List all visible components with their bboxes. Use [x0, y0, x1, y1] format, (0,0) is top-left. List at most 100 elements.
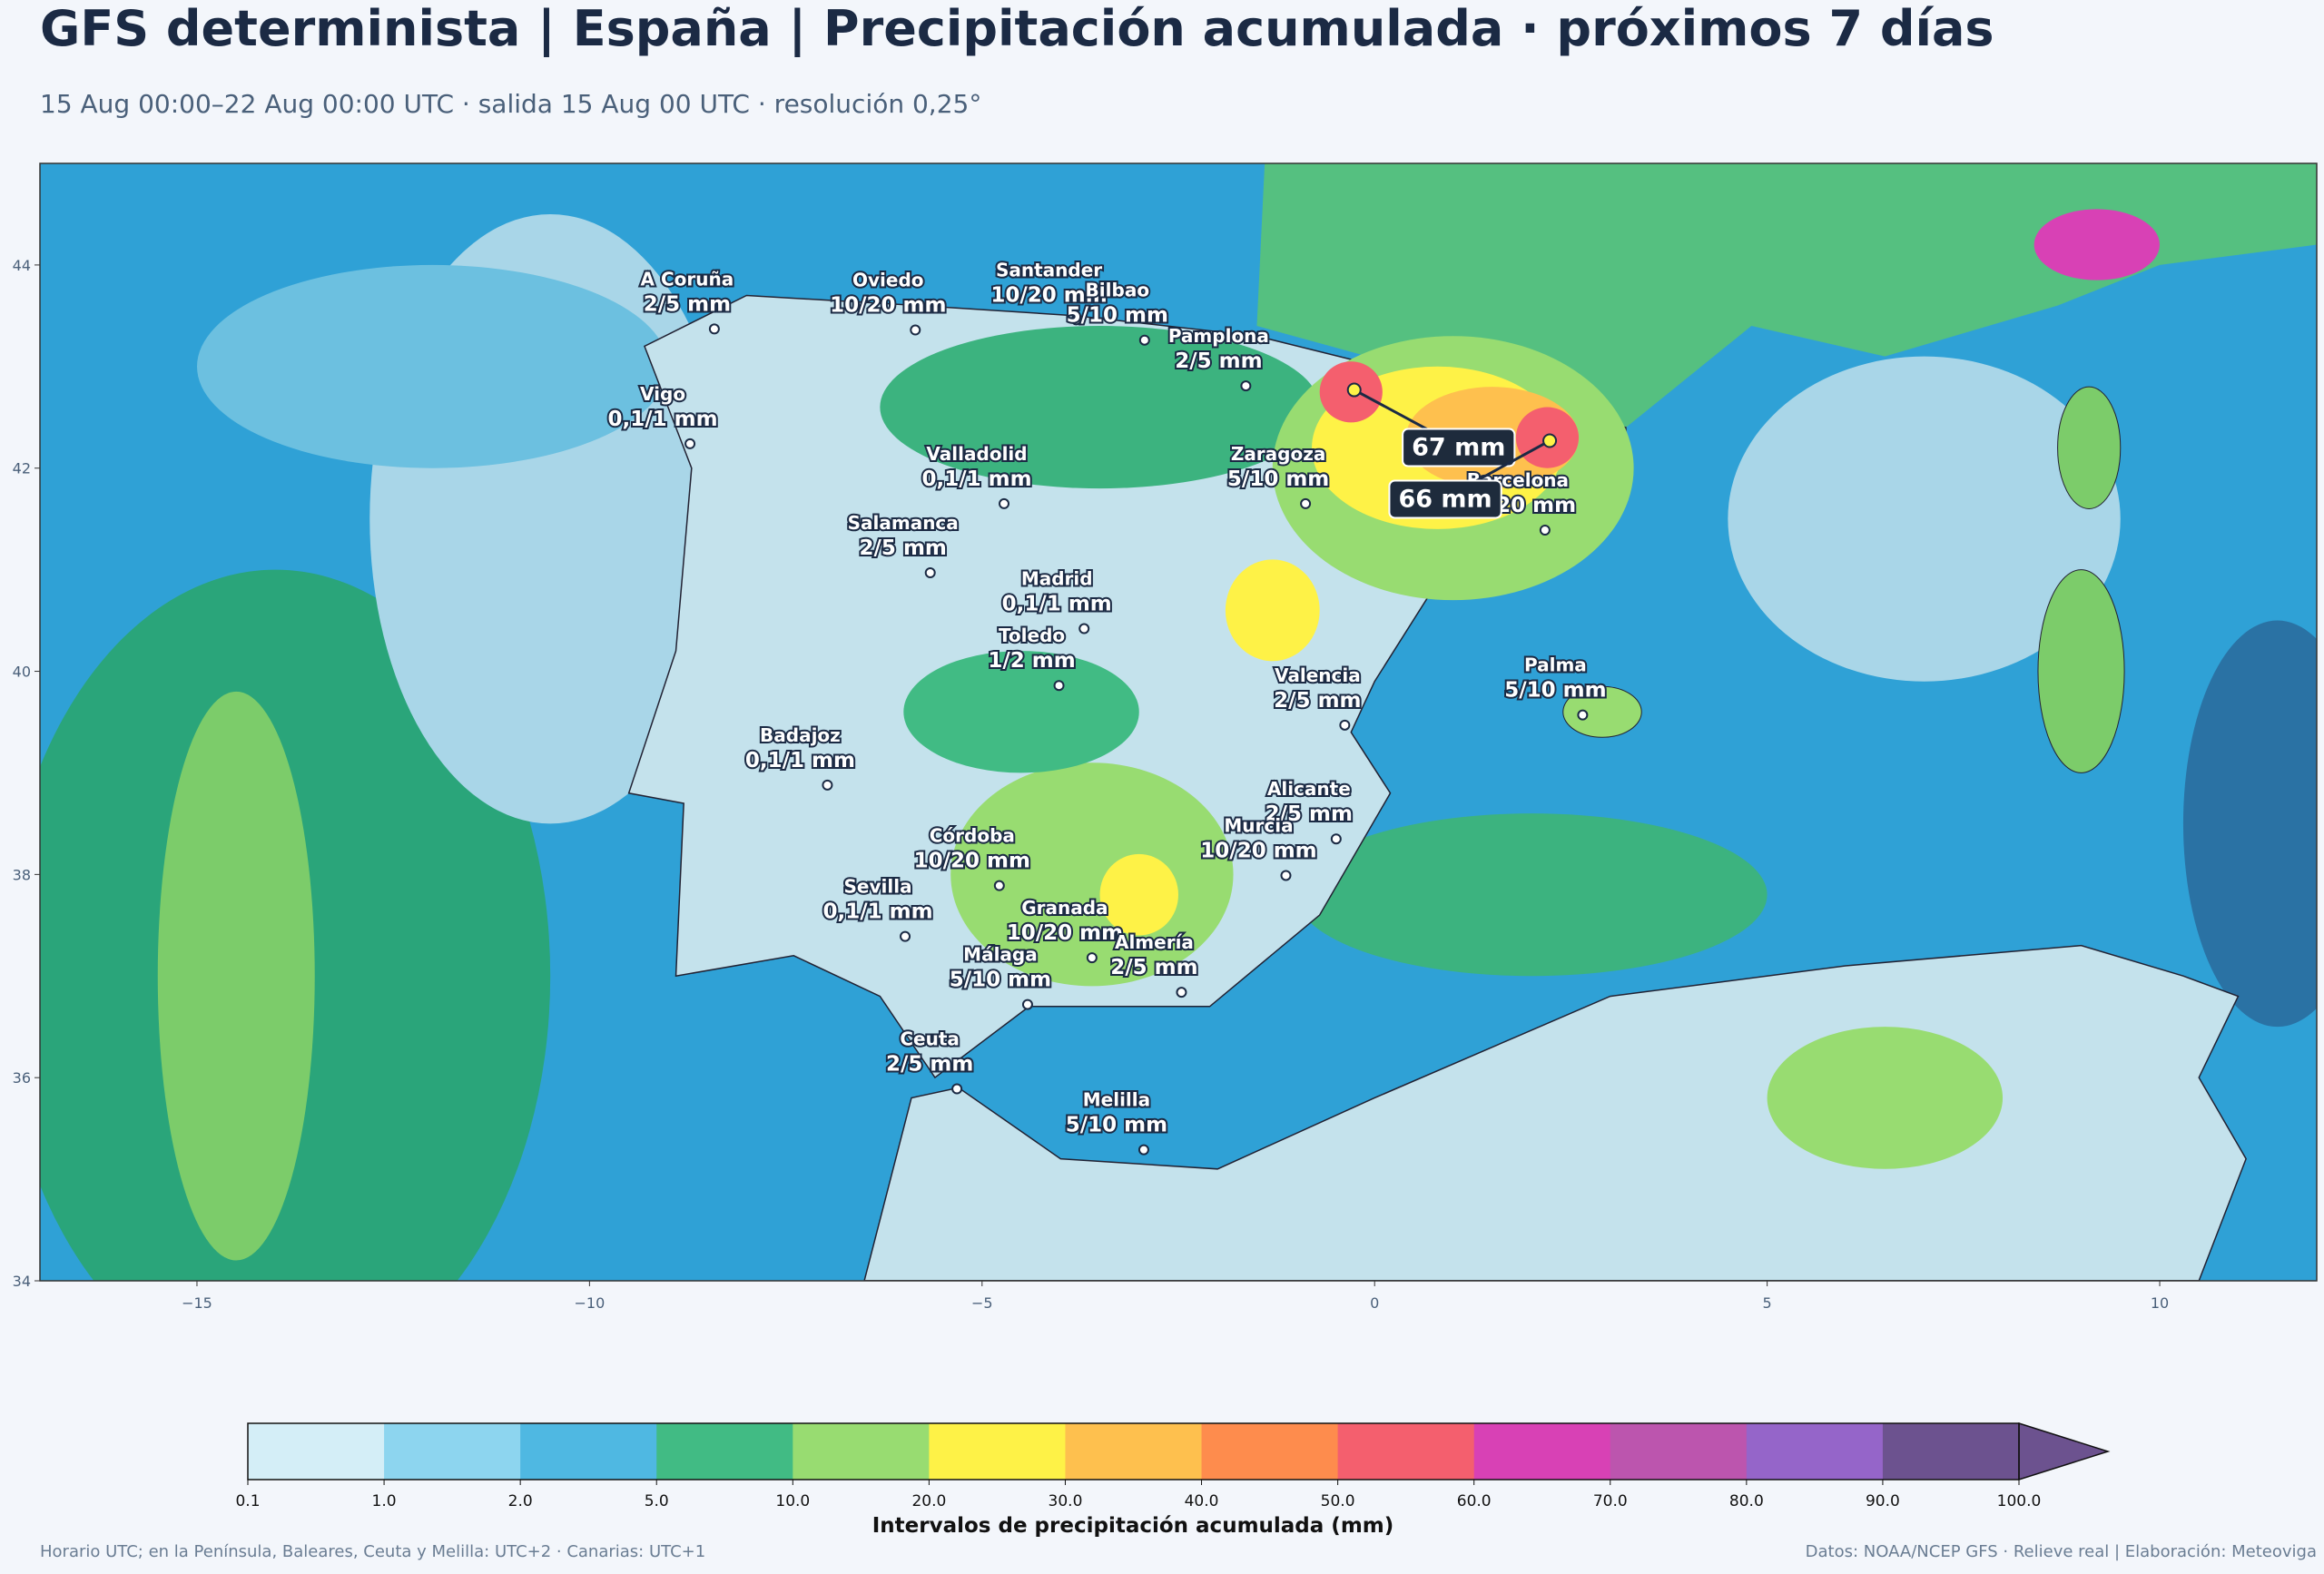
x-tick-label: 0 — [1370, 1294, 1379, 1312]
city-value: 10/20 mm — [1200, 839, 1316, 862]
city-name: Madrid — [1021, 568, 1093, 590]
colorbar-segment — [1610, 1423, 1748, 1480]
city-dot — [1339, 719, 1351, 731]
y-tick-label: 40 — [13, 664, 31, 681]
city-dot — [822, 779, 833, 791]
city-name: Málaga — [963, 944, 1038, 966]
footer-right: Datos: NOAA/NCEP GFS · Relieve real | El… — [1806, 1542, 2317, 1561]
max-label: 67 mm — [1412, 434, 1505, 462]
colorbar-segment — [1882, 1423, 2020, 1480]
city-value: 2/5 mm — [1274, 689, 1361, 713]
colorbar-segment — [1201, 1423, 1339, 1480]
footer-left: Horario UTC; en la Península, Baleares, … — [40, 1542, 705, 1561]
city-value: 10/20 mm — [1007, 921, 1123, 945]
city-dot — [951, 1083, 963, 1095]
y-tick-label: 38 — [13, 866, 31, 883]
city-name: Toledo — [999, 625, 1065, 646]
colorbar-segment — [1065, 1423, 1203, 1480]
max-dot — [1542, 433, 1558, 448]
city-name: Murcia — [1224, 814, 1293, 836]
city-name: Salamanca — [848, 512, 959, 534]
colorbar-tick-label: 20.0 — [911, 1492, 946, 1510]
city-dot — [924, 566, 936, 578]
colorbar-segment — [248, 1423, 385, 1480]
city-value: 1/2 mm — [988, 649, 1075, 673]
city-value: 10/20 mm — [914, 850, 1030, 873]
city-name: Valladolid — [926, 443, 1027, 465]
city-dot — [1176, 987, 1187, 999]
city-value: 0,1/1 mm — [822, 900, 932, 924]
colorbar-tick-label: 80.0 — [1729, 1492, 1764, 1510]
colorbar-tick-label: 70.0 — [1593, 1492, 1628, 1510]
city-dot — [993, 880, 1005, 891]
city-name: Granada — [1021, 897, 1108, 919]
x-tick-label: −5 — [971, 1294, 993, 1312]
city-value: 5/10 mm — [1066, 1114, 1167, 1137]
city-dot — [1138, 334, 1150, 346]
city-value: 0,1/1 mm — [608, 408, 718, 431]
colorbar-tick-label: 30.0 — [1049, 1492, 1083, 1510]
city-value: 2/5 mm — [644, 292, 731, 316]
max-label: 66 mm — [1398, 486, 1492, 514]
map-background — [40, 163, 2317, 1281]
city-dot — [1280, 870, 1292, 881]
colorbar-segment — [1473, 1423, 1611, 1480]
x-tick-label: −15 — [182, 1294, 212, 1312]
city-name: A Coruña — [641, 268, 734, 290]
city-value: 5/10 mm — [1227, 467, 1329, 491]
city-dot — [1577, 709, 1589, 721]
city-name: Zaragoza — [1231, 443, 1326, 465]
max-dot — [1346, 382, 1362, 398]
x-tick-label: −10 — [574, 1294, 605, 1312]
colorbar-segment — [384, 1423, 521, 1480]
city-value: 0,1/1 mm — [745, 749, 855, 772]
colorbar-tick-label: 50.0 — [1321, 1492, 1355, 1510]
city-value: 2/5 mm — [886, 1052, 973, 1076]
city-dot — [1137, 1144, 1149, 1156]
colorbar-extension — [2018, 1422, 2111, 1481]
city-name: Pamplona — [1168, 325, 1269, 347]
max-label-box — [1388, 479, 1502, 519]
city-name: Ceuta — [900, 1028, 960, 1049]
subtitle: 15 Aug 00:00–22 Aug 00:00 UTC · salida 1… — [40, 89, 981, 119]
city-dot — [684, 438, 696, 449]
colorbar-title: Intervalos de precipitación acumulada (m… — [872, 1514, 1394, 1538]
max-label-box — [1402, 428, 1516, 467]
city-value: 2/5 mm — [1175, 349, 1262, 373]
city-value: 5/10 mm — [950, 969, 1051, 992]
x-tick-label: 5 — [1763, 1294, 1772, 1312]
colorbar-segment — [1746, 1423, 1884, 1480]
colorbar-tick-label: 5.0 — [645, 1492, 669, 1510]
colorbar-tick-label: 1.0 — [372, 1492, 397, 1510]
title: GFS determinista | España | Precipitació… — [40, 0, 1994, 57]
city-dot — [1300, 497, 1312, 509]
city-value: 5/10 mm — [1067, 304, 1168, 328]
colorbar-frame — [247, 1422, 2020, 1481]
city-value: 2/5 mm — [1110, 956, 1197, 979]
colorbar-segment — [793, 1423, 930, 1480]
colorbar-tick-label: 100.0 — [1997, 1492, 2042, 1510]
city-dot — [1086, 952, 1098, 964]
city-name: Almería — [1115, 931, 1194, 953]
colorbar-segment — [1337, 1423, 1475, 1480]
city-name: Oviedo — [852, 270, 924, 291]
city-dot — [1539, 524, 1551, 536]
y-tick-label: 44 — [13, 257, 31, 274]
colorbar-tick-label: 90.0 — [1866, 1492, 1900, 1510]
city-name: Badajoz — [760, 724, 841, 746]
colorbar-segment — [929, 1423, 1066, 1480]
y-tick-label: 34 — [13, 1273, 31, 1290]
city-dot — [1053, 680, 1065, 692]
y-tick-label: 36 — [13, 1069, 31, 1087]
city-dot — [999, 497, 1010, 509]
city-name: Palma — [1524, 654, 1587, 676]
city-value: 2/5 mm — [860, 536, 947, 560]
city-dot — [1330, 833, 1342, 845]
city-name: Córdoba — [930, 825, 1015, 847]
city-name: Santander — [996, 259, 1102, 280]
colorbar-tick-label: 10.0 — [775, 1492, 810, 1510]
city-dot — [910, 324, 921, 336]
city-dot — [1078, 623, 1090, 635]
